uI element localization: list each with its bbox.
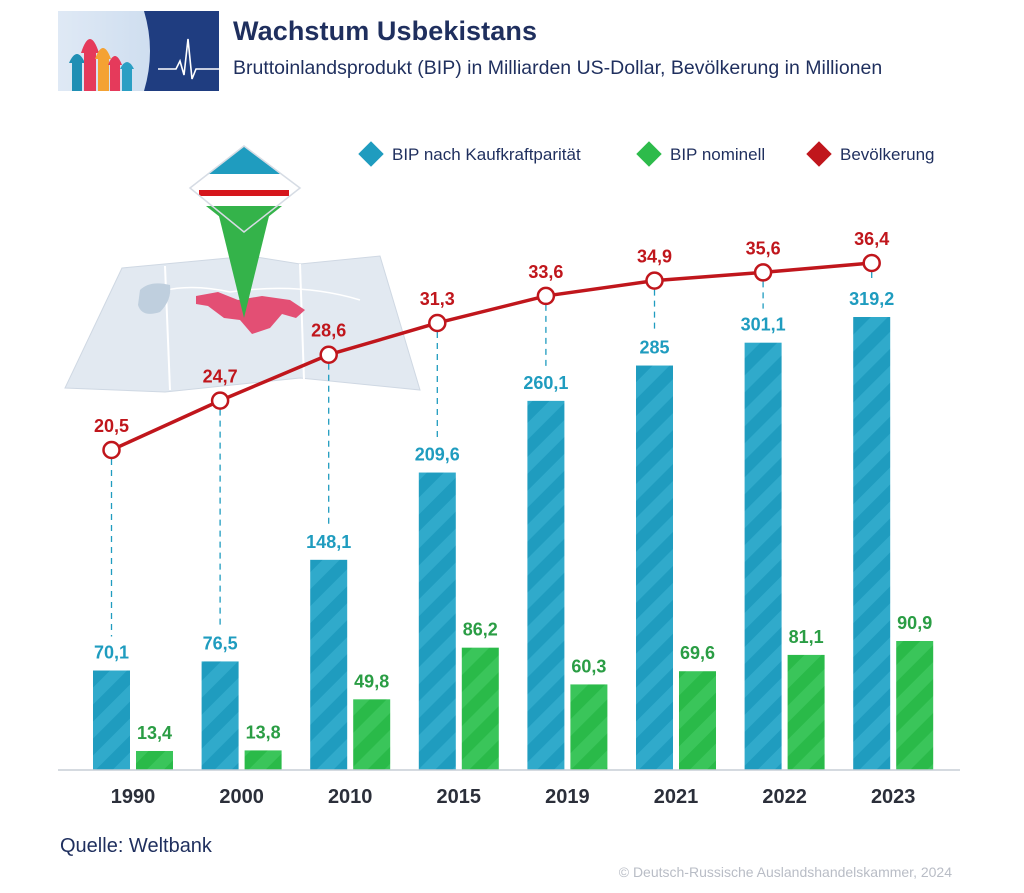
label-population-2023: 36,4 xyxy=(854,229,889,249)
label-population-1990: 20,5 xyxy=(94,416,129,436)
uzbekistan-map-illustration xyxy=(64,145,421,393)
bar-ppp-2021 xyxy=(636,365,673,770)
x-tick-2022: 2022 xyxy=(762,786,807,808)
population-marker-2015 xyxy=(428,313,447,333)
population-line-path xyxy=(110,261,872,452)
population-marker-2000 xyxy=(210,391,230,410)
label-nominal-2023: 90,9 xyxy=(897,613,932,633)
label-population-2000: 24,7 xyxy=(203,367,238,387)
bar-ppp-1990 xyxy=(93,670,130,770)
label-population-2015: 31,3 xyxy=(420,289,455,309)
label-nominal-2010: 49,8 xyxy=(354,671,389,691)
bar-nominal-1990 xyxy=(136,750,173,770)
label-ppp-2022: 301,1 xyxy=(741,315,786,335)
population-line xyxy=(102,253,881,460)
legend-swatch-ppp xyxy=(358,141,384,167)
label-ppp-2000: 76,5 xyxy=(203,633,238,653)
x-axis: 1990 2000 2010 2015 2019 2021 2022 2023 xyxy=(58,769,960,808)
population-marker-2022 xyxy=(753,263,773,282)
x-tick-2019: 2019 xyxy=(545,786,590,808)
label-ppp-2019: 260,1 xyxy=(523,373,568,393)
bar-nominal-2019 xyxy=(570,684,608,770)
bar-ppp-2015 xyxy=(418,472,456,770)
population-marker-2021 xyxy=(645,271,664,290)
label-population-2019: 33,6 xyxy=(528,262,563,282)
legend-swatch-nominal xyxy=(636,141,662,167)
legend-item-nominal: BIP nominell xyxy=(636,141,765,167)
data-labels: 70,1 13,4 76,5 13,8 148,1 49,8 209,6 86,2 260,1 6… xyxy=(94,229,932,743)
label-nominal-2019: 60,3 xyxy=(571,656,606,676)
label-nominal-2015: 86,2 xyxy=(463,620,498,640)
legend-label-nominal: BIP nominell xyxy=(670,145,765,164)
x-tick-2010: 2010 xyxy=(328,786,373,808)
chart-title: Wachstum Usbekistans xyxy=(233,16,538,46)
bar-nominal-2000 xyxy=(244,750,282,770)
label-ppp-2010: 148,1 xyxy=(306,532,351,552)
header-logo-image xyxy=(58,11,219,91)
label-ppp-1990: 70,1 xyxy=(94,643,129,663)
legend-item-ppp: BIP nach Kaufkraftparität xyxy=(358,141,581,167)
bar-ppp-2023 xyxy=(853,317,891,770)
population-marker-1990 xyxy=(102,440,121,460)
label-nominal-2000: 13,8 xyxy=(246,722,281,742)
label-population-2021: 34,9 xyxy=(637,247,672,267)
label-ppp-2023: 319,2 xyxy=(849,289,894,309)
x-tick-2015: 2015 xyxy=(437,786,482,808)
label-nominal-1990: 13,4 xyxy=(137,723,172,743)
label-nominal-2021: 69,6 xyxy=(680,643,715,663)
legend-label-population: Bevölkerung xyxy=(840,145,935,164)
label-ppp-2015: 209,6 xyxy=(415,445,460,465)
label-nominal-2022: 81,1 xyxy=(789,627,824,647)
population-marker-2023 xyxy=(862,253,881,273)
copyright-note: © Deutsch-Russische Auslandshandelskamme… xyxy=(618,864,952,880)
x-tick-1990: 1990 xyxy=(111,786,156,808)
legend-item-population: Bevölkerung xyxy=(806,141,935,167)
label-population-2022: 35,6 xyxy=(746,238,781,258)
population-marker-2019 xyxy=(536,286,556,306)
legend-label-ppp: BIP nach Kaufkraftparität xyxy=(392,145,581,164)
x-tick-2023: 2023 xyxy=(871,786,916,808)
bar-nominal-2023 xyxy=(896,640,934,770)
bar-ppp-2000 xyxy=(201,661,239,770)
connector-lines xyxy=(110,272,873,637)
bar-nominal-2021 xyxy=(679,671,716,770)
bar-nominal-2015 xyxy=(461,647,499,770)
bar-ppp-2022 xyxy=(744,342,782,770)
population-marker-2010 xyxy=(319,345,338,364)
bars xyxy=(93,317,934,770)
chart-subtitle: Bruttoinlandsprodukt (BIP) in Milliarden… xyxy=(233,57,883,79)
label-ppp-2021: 285 xyxy=(639,338,669,358)
bar-nominal-2010 xyxy=(353,699,391,770)
legend: BIP nach Kaufkraftparität BIP nominell B… xyxy=(358,141,935,167)
bar-ppp-2010 xyxy=(310,559,348,770)
x-tick-2021: 2021 xyxy=(654,786,699,808)
bar-ppp-2019 xyxy=(527,400,565,770)
source-note: Quelle: Weltbank xyxy=(60,835,212,857)
bar-nominal-2022 xyxy=(787,654,825,770)
x-tick-2000: 2000 xyxy=(219,786,264,808)
legend-swatch-population xyxy=(806,141,832,167)
label-population-2010: 28,6 xyxy=(311,321,346,341)
